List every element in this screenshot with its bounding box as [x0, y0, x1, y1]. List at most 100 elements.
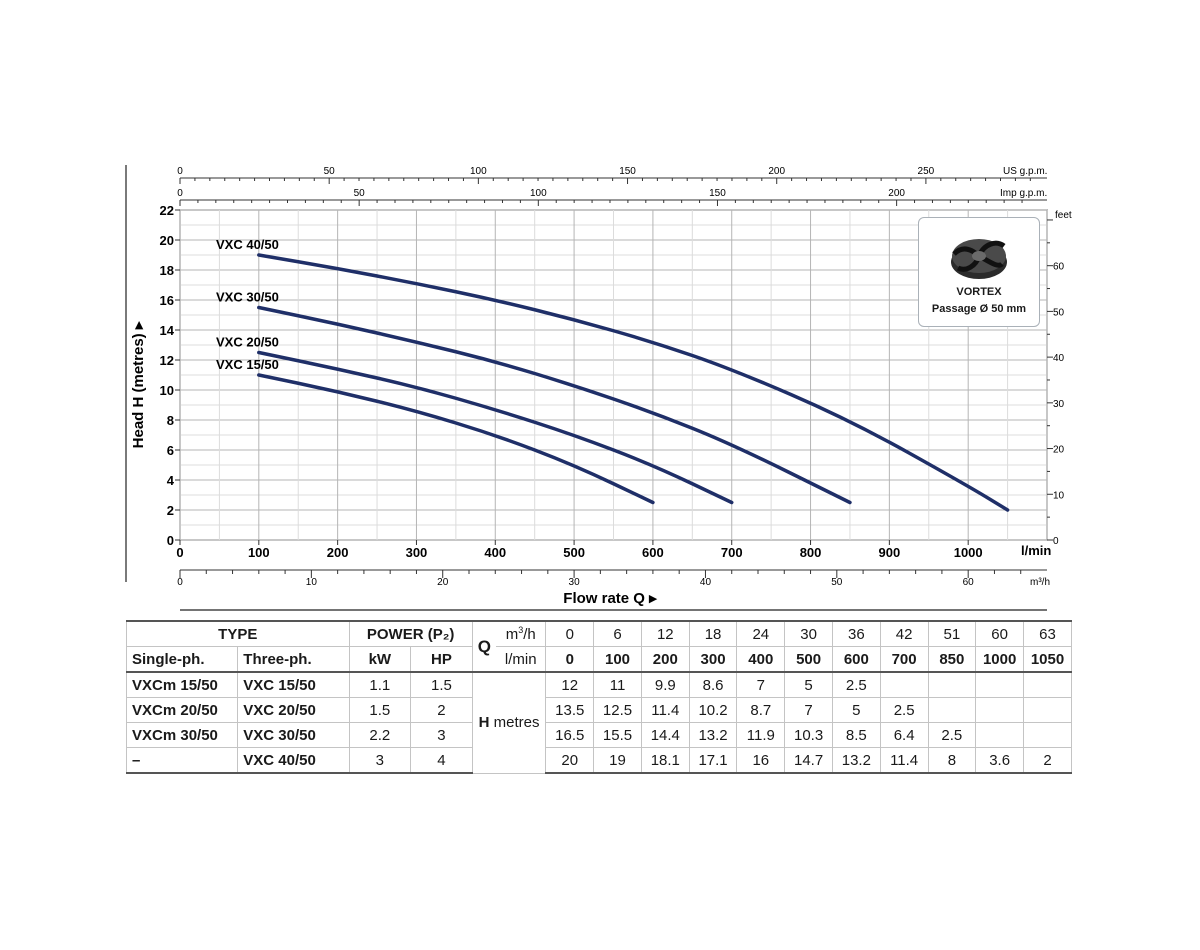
imp-gpm-unit: Imp g.p.m.	[1000, 188, 1047, 199]
model-single: VXCm 30/50	[125, 722, 239, 748]
hp-cell: 3	[410, 722, 473, 748]
head-cell: 13.2	[831, 747, 881, 774]
hp-cell: 4	[410, 747, 473, 774]
head-cell: 2.5	[879, 697, 929, 723]
head-cell	[1023, 697, 1072, 723]
model-single: VXCm 20/50	[125, 697, 239, 723]
kw-cell: 1.5	[348, 697, 412, 723]
head-cell: 8.6	[688, 671, 738, 698]
three-phase-header: Three-ph.	[237, 646, 350, 673]
us-gpm-label: 0	[177, 166, 183, 177]
lmin-cell: 600	[831, 646, 881, 673]
head-cell: 11	[593, 671, 642, 698]
head-cell: 10.3	[784, 722, 833, 748]
us-gpm-label: 100	[470, 166, 487, 177]
y-tick-label: 14	[160, 323, 175, 338]
performance-table: TYPE POWER (P₂) Q m3/h 0 6 12 18 24 30 3…	[125, 620, 1072, 774]
head-cell: 7	[784, 697, 833, 723]
head-cell	[975, 671, 1025, 698]
us-gpm-label: 250	[918, 166, 935, 177]
head-cell: 10.2	[688, 697, 738, 723]
m3h-cell: 0	[545, 620, 595, 647]
x-tick-label: 400	[484, 545, 506, 560]
head-cell	[1023, 671, 1072, 698]
m3h-label: 10	[306, 577, 318, 588]
y-tick-label: 0	[167, 533, 174, 548]
y-tick-label: 12	[160, 353, 174, 368]
model-single: VXCm 15/50	[125, 671, 239, 698]
m3h-cell: 42	[879, 620, 929, 647]
model-three: VXC 40/50	[237, 747, 350, 774]
model-three: VXC 15/50	[237, 671, 350, 698]
lmin-cell: 1000	[975, 646, 1025, 673]
series-label: VXC 20/50	[216, 335, 279, 350]
type-header: TYPE	[126, 620, 350, 647]
imp-gpm-label: 150	[709, 188, 726, 199]
lmin-cell: 300	[688, 646, 738, 673]
x-tick-label: 600	[642, 545, 664, 560]
head-cell: 5	[831, 697, 881, 723]
vortex-impeller-badge: VORTEX Passage Ø 50 mm	[918, 217, 1040, 327]
x-tick-label: 500	[563, 545, 585, 560]
m3h-cell: 63	[1023, 620, 1072, 647]
head-cell: 14.4	[640, 722, 690, 748]
head-cell	[879, 671, 929, 698]
lmin-cell: 1050	[1023, 646, 1072, 673]
m3h-cell: 6	[593, 620, 642, 647]
x-unit-label: l/min	[1021, 543, 1051, 558]
head-cell: 16.5	[545, 722, 595, 748]
badge-subtitle: Passage Ø 50 mm	[931, 303, 1027, 315]
head-cell: 16	[736, 747, 786, 774]
head-cell	[927, 671, 977, 698]
head-cell: 19	[593, 747, 642, 774]
lmin-cell: 200	[640, 646, 690, 673]
feet-tick-label: 20	[1053, 445, 1065, 456]
y-tick-label: 22	[160, 203, 174, 218]
m3h-label: 60	[963, 577, 975, 588]
head-cell: 8	[927, 747, 977, 774]
head-cell: 12	[545, 671, 595, 698]
head-cell: 8.5	[831, 722, 881, 748]
m3h-label: 20	[437, 577, 449, 588]
head-cell: 5	[784, 671, 833, 698]
y-tick-label: 16	[160, 293, 174, 308]
head-cell: 7	[736, 671, 786, 698]
model-three: VXC 30/50	[237, 722, 350, 748]
x-tick-label: 900	[879, 545, 901, 560]
y-tick-label: 20	[160, 233, 174, 248]
m3h-label: 30	[569, 577, 581, 588]
q-header: Q	[471, 620, 497, 673]
m3h-label: 50	[831, 577, 843, 588]
model-single: –	[125, 747, 239, 774]
imp-gpm-label: 0	[177, 188, 183, 199]
head-cell: 8.7	[736, 697, 786, 723]
kw-cell: 3	[348, 747, 412, 774]
lmin-cell: 500	[784, 646, 833, 673]
head-cell: 20	[545, 747, 595, 774]
head-cell: 2.5	[927, 722, 977, 748]
y-tick-label: 4	[167, 473, 175, 488]
m3h-cell: 60	[975, 620, 1025, 647]
hp-cell: 1.5	[410, 671, 473, 698]
us-gpm-label: 150	[619, 166, 636, 177]
head-cell: 6.4	[879, 722, 929, 748]
head-cell: 2.5	[831, 671, 881, 698]
imp-gpm-label: 50	[354, 188, 366, 199]
lmin-cell: 700	[879, 646, 929, 673]
kw-cell: 2.2	[348, 722, 412, 748]
head-cell	[975, 697, 1025, 723]
y-tick-label: 8	[167, 413, 174, 428]
head-cell: 11.4	[879, 747, 929, 774]
series-label: VXC 15/50	[216, 357, 279, 372]
y-axis-title: Head H (metres) ▸	[130, 320, 147, 448]
m3h-cell: 30	[784, 620, 833, 647]
unit-lmin: l/min	[496, 646, 547, 673]
head-cell	[975, 722, 1025, 748]
head-cell: 13.5	[545, 697, 595, 723]
model-three: VXC 20/50	[237, 697, 350, 723]
kw-header: kW	[348, 646, 412, 673]
series-label: VXC 30/50	[216, 290, 279, 305]
series-line	[257, 350, 734, 505]
lmin-cell: 850	[927, 646, 977, 673]
